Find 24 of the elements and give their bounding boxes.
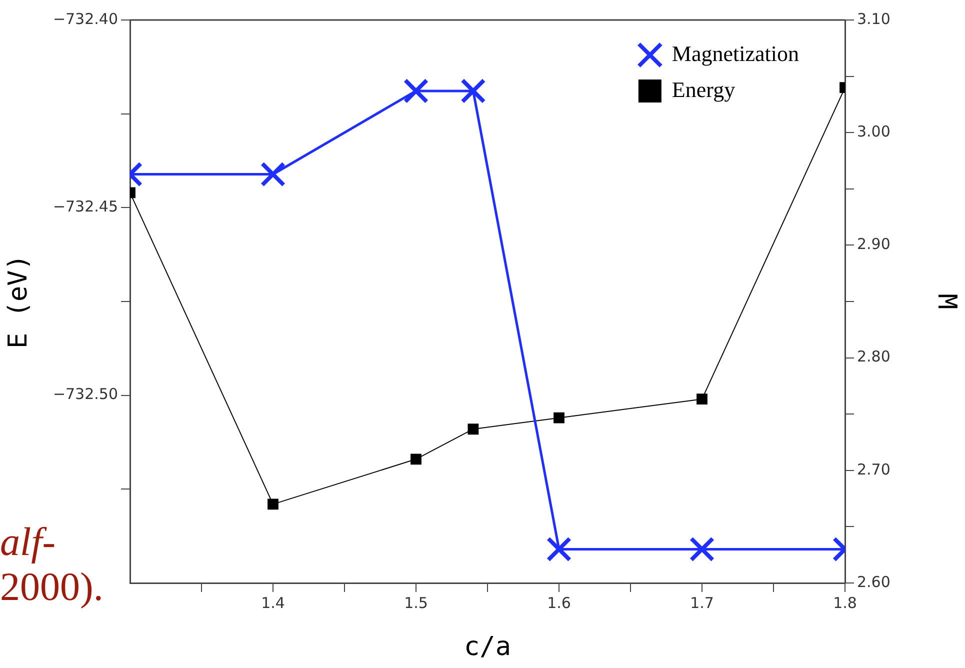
y2-tick-label: 2.70 xyxy=(857,460,890,478)
legend-label: Magnetization xyxy=(672,40,800,66)
y-axis-title: E (eV) xyxy=(3,254,34,348)
y2-axis-title: M xyxy=(932,294,962,310)
x-axis-title: c/a xyxy=(464,632,511,662)
text: alf- xyxy=(0,519,56,564)
text: 2000). xyxy=(0,564,104,609)
x-tick-label: 1.6 xyxy=(547,594,571,612)
y2-tick-label: 2.90 xyxy=(857,235,890,254)
x-tick-label: 1.7 xyxy=(690,594,714,612)
y-tick-label: −732.50 xyxy=(52,385,118,404)
y2-tick-label: 2.60 xyxy=(857,572,890,591)
x-tick-label: 1.4 xyxy=(261,594,285,612)
y-tick-label: −732.40 xyxy=(52,10,118,28)
y-tick-label: −732.45 xyxy=(52,198,118,216)
point xyxy=(554,412,564,424)
point xyxy=(410,454,422,465)
legend-label: Energy xyxy=(672,76,736,102)
y2-tick-label: 3.10 xyxy=(857,10,890,28)
y2-tick-label: 3.00 xyxy=(857,122,890,140)
y2-tick-label: 2.80 xyxy=(857,348,890,366)
point xyxy=(468,424,479,435)
x-tick-label: 1.5 xyxy=(404,594,428,612)
x-tick-label: 1.8 xyxy=(833,594,857,612)
